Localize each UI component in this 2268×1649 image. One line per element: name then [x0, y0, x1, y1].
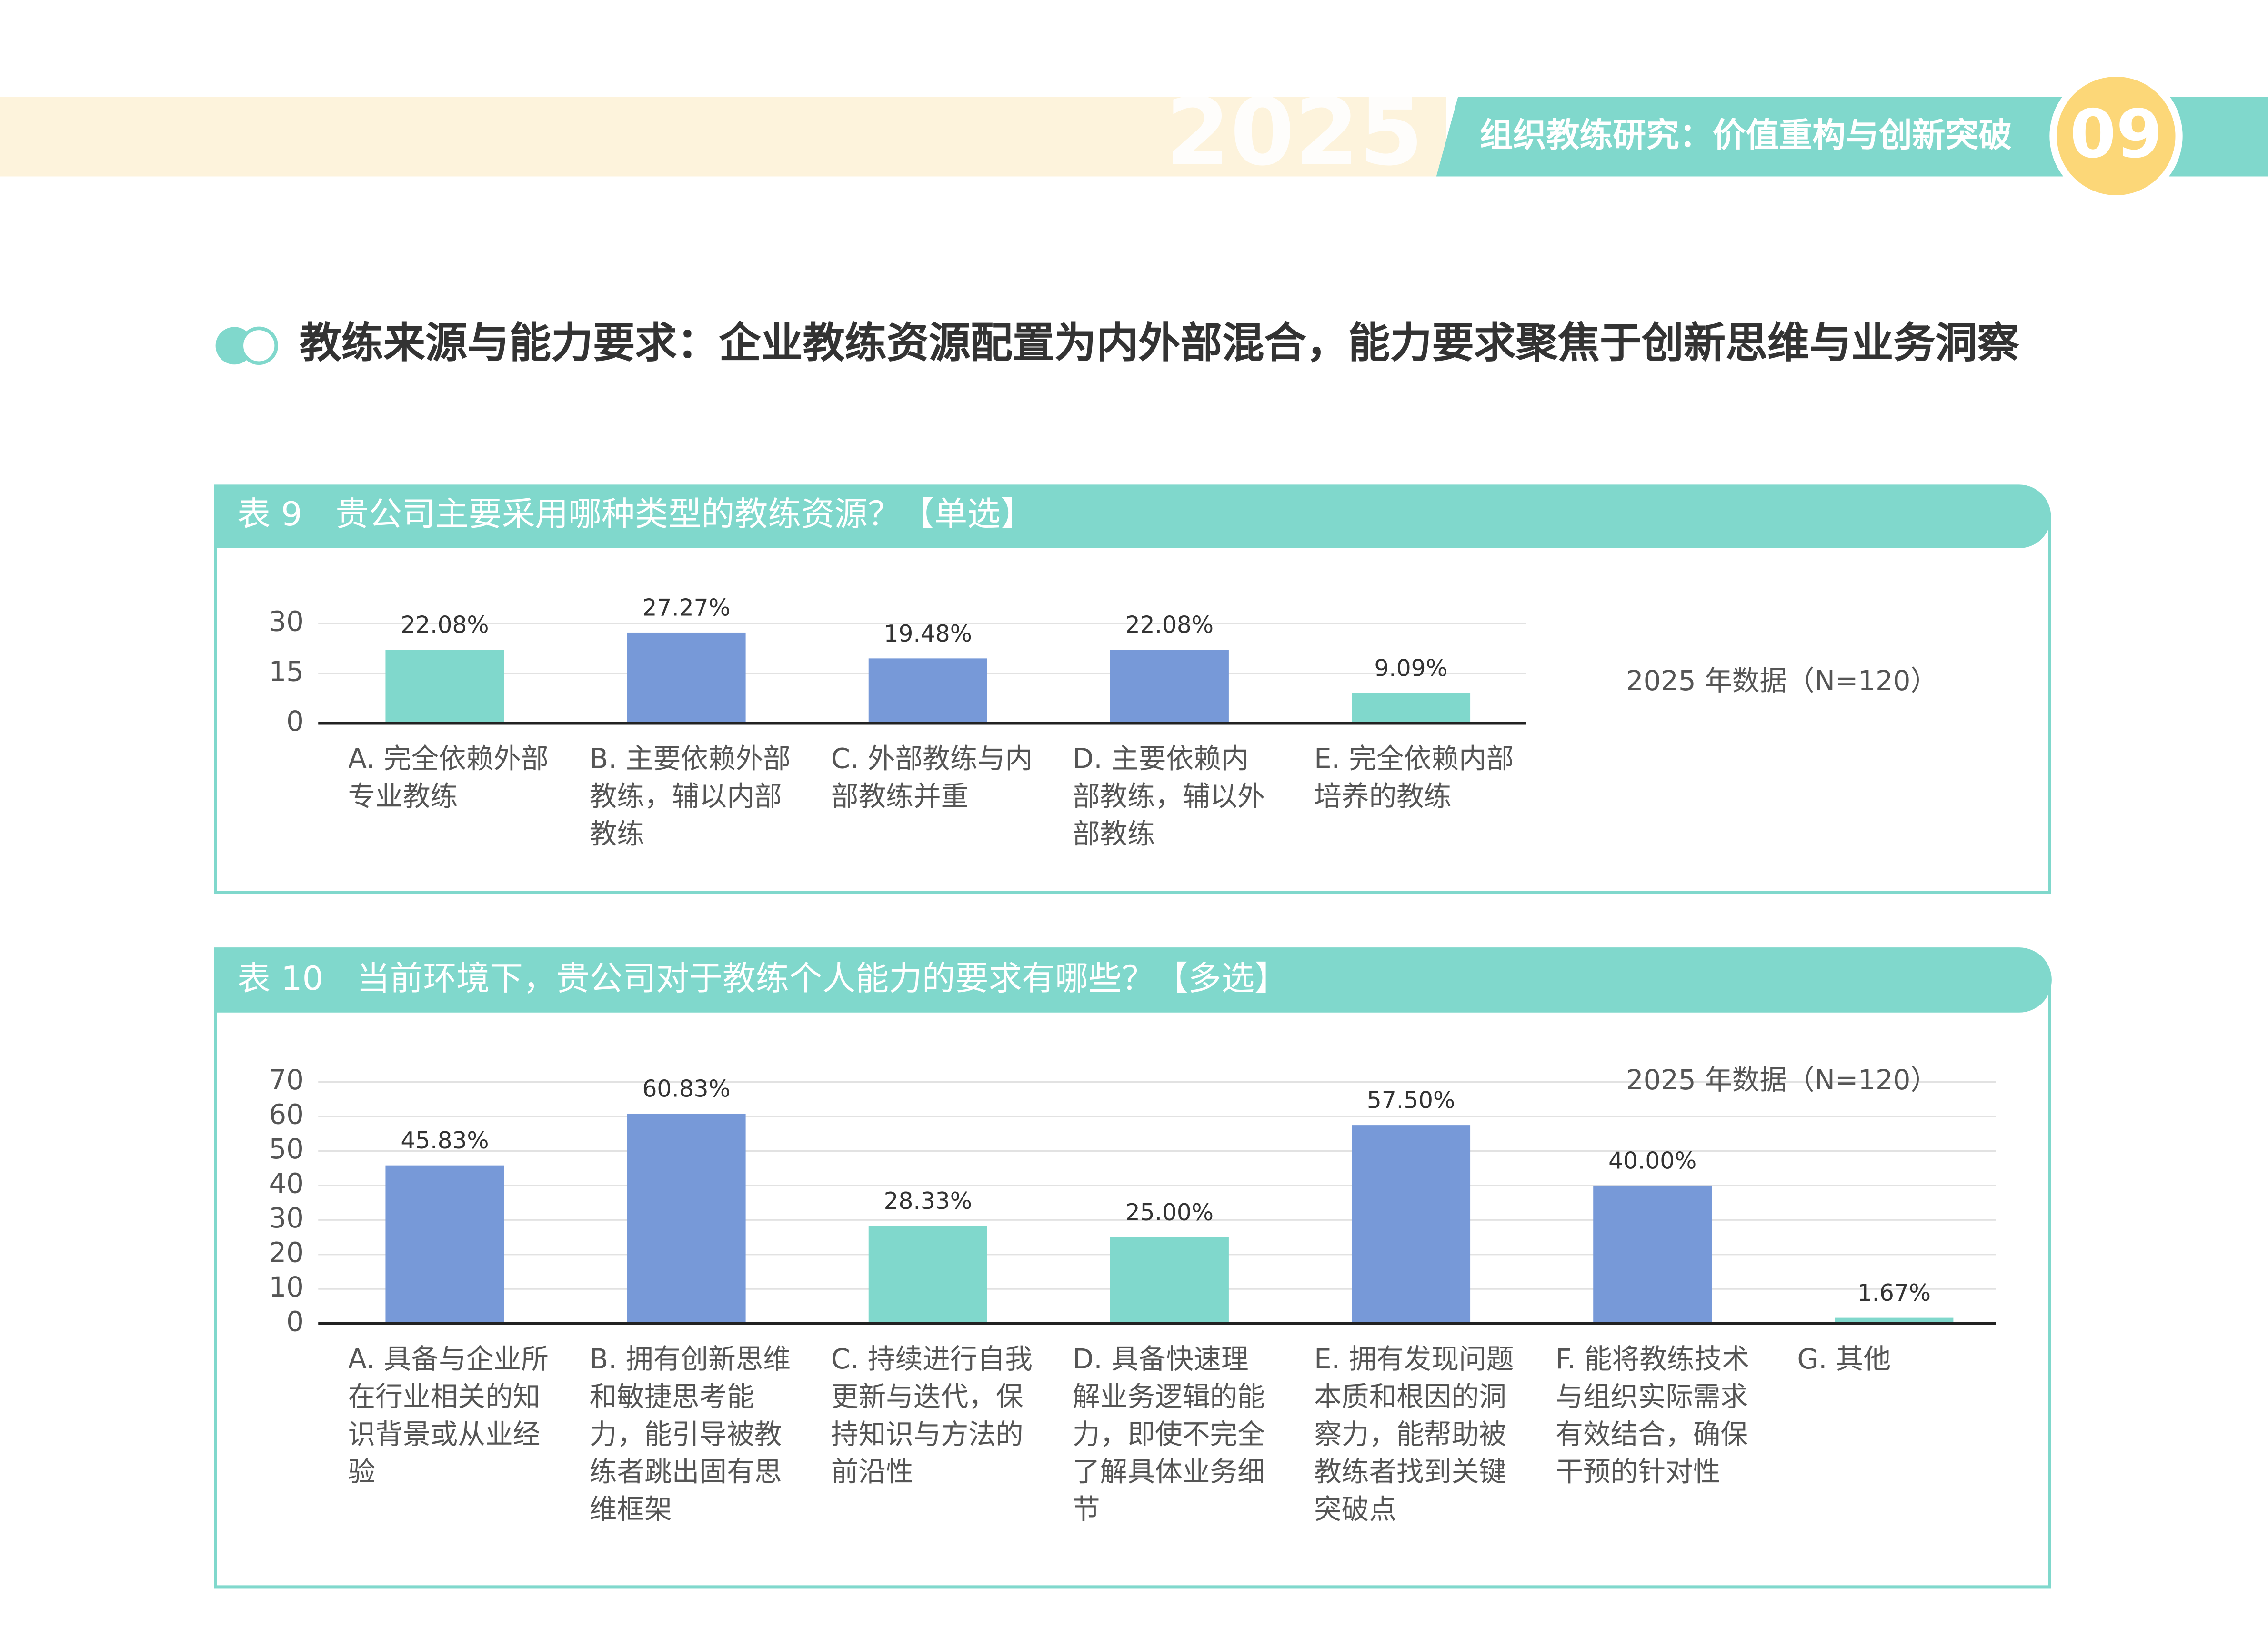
heading-icon: [240, 326, 278, 365]
x-tick-label: B. 主要依赖外部教练，辅以内部教练: [589, 743, 791, 851]
x-tick-label: E. 完全依赖内部培养的教练: [1314, 743, 1514, 813]
bar: [1593, 1185, 1712, 1324]
bar: [385, 650, 504, 724]
bar: [385, 1165, 504, 1324]
value-label: 25.00%: [1125, 1199, 1214, 1226]
x-tick-label: B. 拥有创新思维和敏捷思考能力，能引导被教练者跳出固有思维框架: [589, 1344, 791, 1526]
value-label: 28.33%: [884, 1188, 972, 1215]
x-tick-label-box: B. 拥有创新思维和敏捷思考能力，能引导被教练者跳出固有思维框架: [589, 1344, 791, 1526]
panel-header: [214, 947, 2052, 1013]
x-tick-label-box: D. 主要依赖内部教练，辅以外部教练: [1072, 743, 1265, 851]
page-badge: [2057, 76, 2176, 195]
bar: [868, 658, 987, 724]
y-tick-label: 0: [286, 705, 304, 737]
x-tick-label: A. 完全依赖外部专业教练: [348, 743, 549, 813]
x-tick-label: F. 能将教练技术与组织实际需求有效结合，确保干预的针对性: [1555, 1344, 1750, 1488]
x-tick-label-box: E. 完全依赖内部培养的教练: [1314, 743, 1514, 813]
value-label: 27.27%: [642, 594, 730, 621]
y-tick-label: 50: [269, 1133, 303, 1165]
y-tick-label: 20: [269, 1236, 303, 1268]
bar: [627, 632, 746, 724]
x-tick-label-box: A. 完全依赖外部专业教练: [348, 743, 549, 813]
value-label: 57.50%: [1367, 1087, 1455, 1114]
bar: [1352, 693, 1471, 724]
y-tick-label: 70: [269, 1064, 303, 1096]
bar: [1110, 1237, 1229, 1324]
heading-box: 教练来源与能力要求：企业教练资源配置为内外部混合，能力要求聚焦于创新思维与业务洞…: [299, 318, 2019, 368]
x-tick-label: G. 其他: [1797, 1344, 1891, 1376]
x-tick-label-box: C. 持续进行自我更新与迭代，保持知识与方法的前沿性: [831, 1344, 1033, 1488]
value-label: 22.08%: [401, 612, 489, 639]
x-tick-label-box: A. 具备与企业所在行业相关的知识背景或从业经验: [348, 1344, 549, 1488]
value-label: 9.09%: [1374, 655, 1447, 682]
x-tick-label-box: C. 外部教练与内部教练并重: [831, 743, 1033, 813]
chart-title: 表 10 当前环境下，贵公司对于教练个人能力的要求有哪些？【多选】: [237, 959, 1288, 998]
header-title: 组织教练研究：价值重构与创新突破: [1480, 116, 2012, 155]
y-tick-label: 30: [269, 605, 303, 638]
bar: [1352, 1125, 1471, 1324]
bar: [868, 1226, 987, 1324]
legend-label: 2025 年数据（N=120）: [1626, 1064, 1938, 1096]
bar: [1110, 650, 1229, 724]
y-tick-label: 60: [269, 1098, 303, 1131]
y-tick-label: 30: [269, 1202, 303, 1234]
bar: [627, 1113, 746, 1324]
y-tick-label: 15: [269, 655, 303, 687]
x-tick-label-box: D. 具备快速理解业务逻辑的能力，即使不完全了解具体业务细节: [1072, 1344, 1265, 1526]
x-tick-label-box: E. 拥有发现问题本质和根因的洞察力，能帮助被教练者找到关键突破点: [1314, 1344, 1514, 1526]
x-tick-label-box: F. 能将教练技术与组织实际需求有效结合，确保干预的针对性: [1555, 1344, 1750, 1488]
x-tick-label: C. 持续进行自我更新与迭代，保持知识与方法的前沿性: [831, 1344, 1033, 1488]
header-year: 2025: [1166, 79, 1424, 186]
legend-label: 2025 年数据（N=120）: [1626, 664, 1938, 697]
y-tick-label: 40: [269, 1167, 303, 1200]
x-tick-label: D. 主要依赖内部教练，辅以外部教练: [1072, 743, 1265, 851]
heading: 教练来源与能力要求：企业教练资源配置为内外部混合，能力要求聚焦于创新思维与业务洞…: [299, 318, 2019, 368]
page-number: 09: [2070, 95, 2162, 173]
x-tick-label: C. 外部教练与内部教练并重: [831, 743, 1033, 813]
x-tick-label-box: B. 主要依赖外部教练，辅以内部教练: [589, 743, 791, 851]
y-tick-label: 0: [286, 1305, 304, 1337]
value-label: 40.00%: [1608, 1147, 1696, 1174]
x-tick-label-box: G. 其他: [1797, 1344, 1891, 1376]
value-label: 1.67%: [1857, 1280, 1931, 1307]
x-tick-label: D. 具备快速理解业务逻辑的能力，即使不完全了解具体业务细节: [1072, 1344, 1265, 1526]
header-band: [0, 97, 1446, 177]
value-label: 22.08%: [1125, 612, 1214, 639]
x-tick-label: E. 拥有发现问题本质和根因的洞察力，能帮助被教练者找到关键突破点: [1314, 1344, 1514, 1526]
x-tick-label: A. 具备与企业所在行业相关的知识背景或从业经验: [348, 1344, 549, 1488]
y-tick-label: 10: [269, 1271, 303, 1303]
value-label: 19.48%: [884, 621, 972, 647]
value-label: 60.83%: [642, 1076, 730, 1102]
chart-title: 表 9 贵公司主要采用哪种类型的教练资源？【单选】: [237, 495, 1034, 533]
panel-header: [214, 484, 2051, 548]
value-label: 45.83%: [401, 1127, 489, 1154]
